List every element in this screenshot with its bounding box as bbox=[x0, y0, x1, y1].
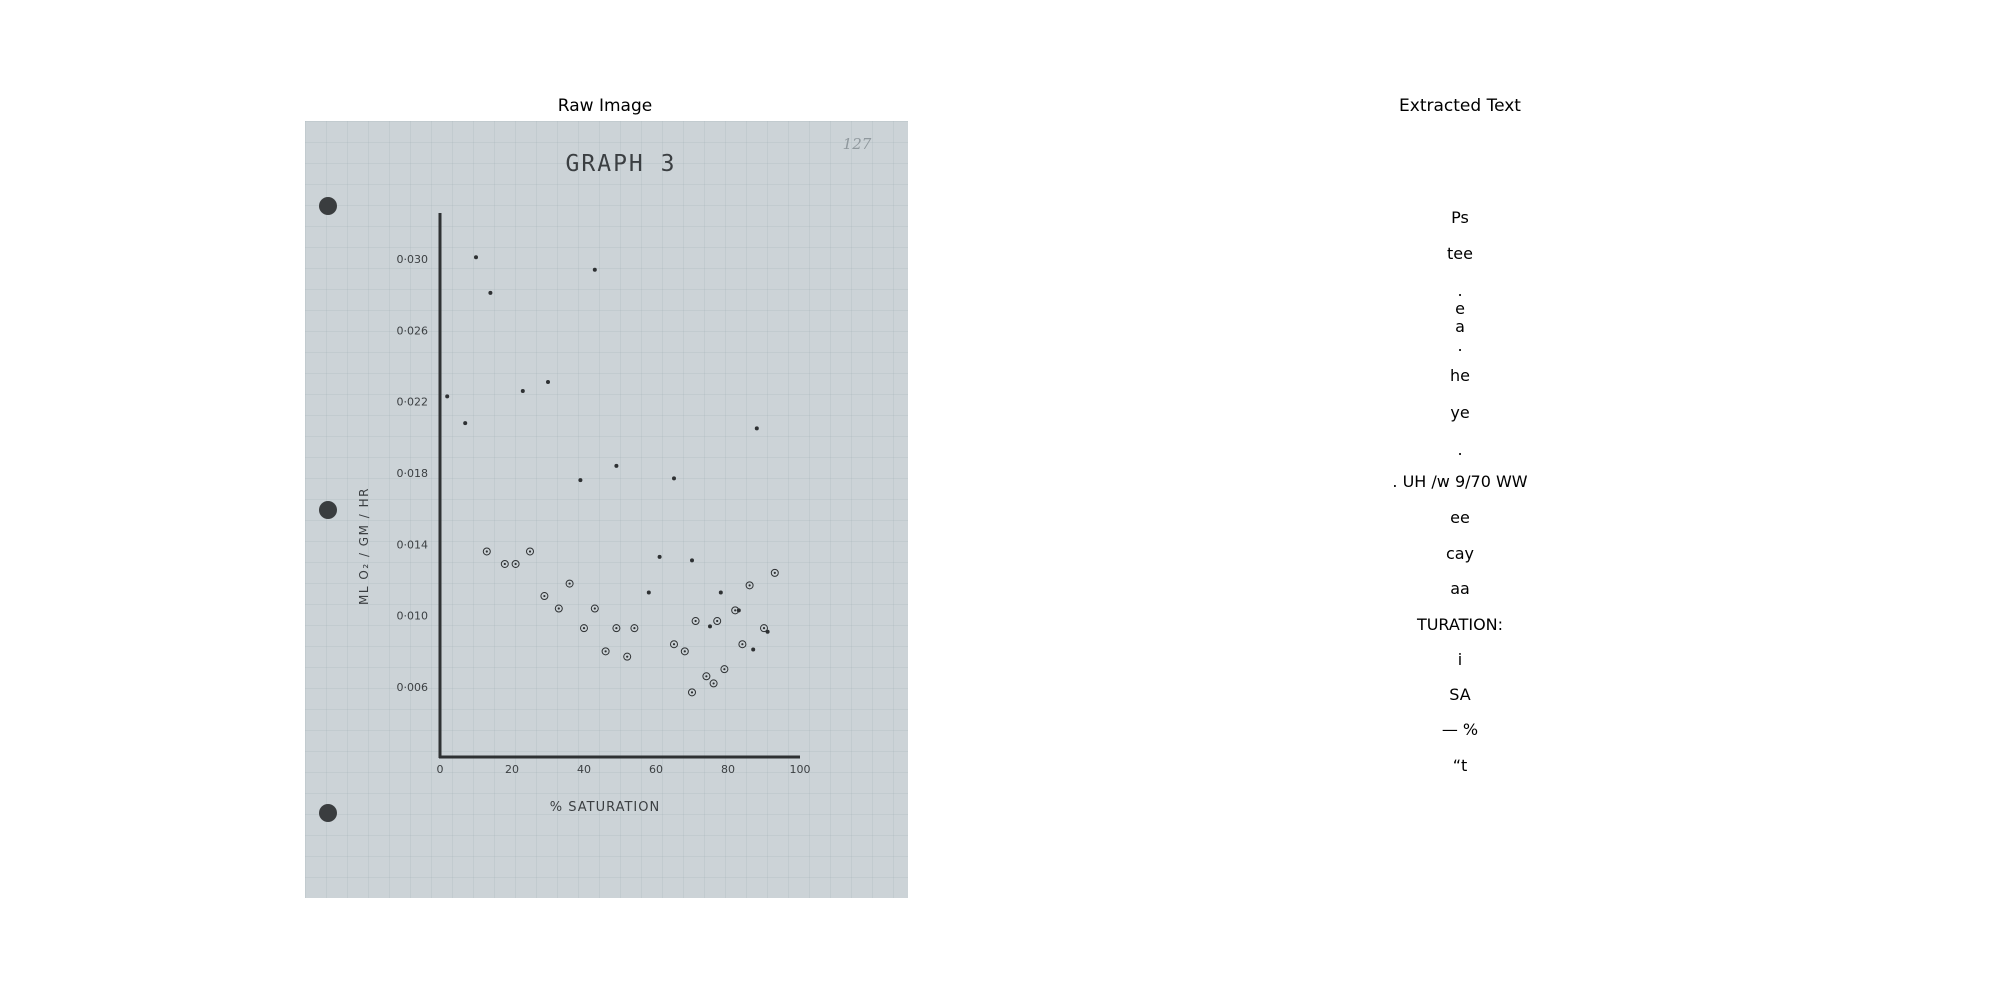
extracted-text-line: tee bbox=[1447, 244, 1473, 263]
data-point-dot bbox=[754, 426, 759, 431]
data-point-circled bbox=[691, 617, 700, 626]
binder-hole bbox=[319, 501, 337, 519]
data-point-circled bbox=[670, 640, 678, 649]
y-axis-label: ML O₂ / GM / HR bbox=[357, 487, 371, 605]
data-point-circled bbox=[540, 592, 549, 601]
extracted-text-line: a bbox=[1455, 317, 1465, 336]
extracted-text-line: . bbox=[1457, 440, 1463, 459]
y-tick-label: 0·018 bbox=[397, 467, 429, 480]
data-point-circled bbox=[565, 579, 574, 588]
binder-hole bbox=[319, 197, 337, 215]
data-point-dot bbox=[751, 647, 756, 652]
extracted-text-line: he bbox=[1450, 366, 1470, 385]
extracted-text-line: — % bbox=[1441, 720, 1479, 739]
extracted-text-panel: Ps tee. e a. he ye.. UH /w 9/70 WW ee cay aa TURA… bbox=[1160, 0, 1760, 1000]
data-point-dot bbox=[546, 380, 550, 385]
raw-image-title: Raw Image bbox=[557, 96, 653, 116]
extracted-text-line: . UH /w 9/70 WW bbox=[1392, 472, 1528, 491]
data-point-circled bbox=[554, 604, 563, 613]
data-point-circled bbox=[713, 617, 722, 626]
data-point-circled bbox=[500, 559, 509, 568]
y-tick-label: 0·022 bbox=[397, 396, 429, 409]
extracted-text-line: Ps bbox=[1451, 208, 1469, 227]
x-tick-label: 80 bbox=[721, 763, 735, 776]
data-point-dot bbox=[520, 388, 525, 393]
data-point-circled bbox=[745, 581, 754, 590]
x-axis-label: % SATURATION bbox=[550, 800, 660, 815]
data-point-circled bbox=[590, 604, 599, 613]
data-point-dot bbox=[672, 476, 676, 481]
corner-note: 127 bbox=[843, 135, 872, 153]
data-point-dot bbox=[463, 421, 468, 426]
x-tick-label: 0 bbox=[437, 763, 444, 776]
extracted-text-line: ee bbox=[1450, 508, 1470, 527]
y-tick-label: 0·030 bbox=[397, 253, 429, 266]
extracted-text-line: cay bbox=[1445, 544, 1475, 563]
data-point-circled bbox=[738, 640, 747, 649]
y-tick-label: 0·014 bbox=[397, 538, 429, 551]
data-point-dot bbox=[657, 554, 662, 559]
graph-title: GRAPH 3 bbox=[566, 151, 677, 177]
data-point-circled bbox=[688, 688, 696, 697]
y-tick-label: 0·026 bbox=[397, 324, 429, 337]
data-point-circled bbox=[612, 624, 621, 633]
raw-image-scan: GRAPH 3 127 0·006 0·010 0·014 0·018 0·022 0·0… bbox=[305, 121, 908, 898]
x-tick-label: 100 bbox=[790, 763, 811, 776]
data-point-dot bbox=[474, 255, 478, 260]
extracted-text-line: e bbox=[1455, 299, 1465, 318]
x-tick-label: 60 bbox=[649, 763, 663, 776]
extracted-text-line: ye bbox=[1450, 403, 1470, 422]
extracted-text-line: SA bbox=[1449, 685, 1471, 704]
data-point-circled bbox=[601, 647, 610, 656]
extracted-text-line: i bbox=[1457, 650, 1463, 669]
data-point-circled bbox=[580, 624, 588, 633]
data-point-circled bbox=[760, 624, 768, 633]
data-point-dot bbox=[578, 478, 583, 483]
extracted-text-line: aa bbox=[1450, 579, 1470, 598]
data-point-circled bbox=[720, 665, 729, 674]
data-point-dot bbox=[690, 558, 694, 563]
data-point-circled bbox=[702, 672, 711, 681]
data-point-circled bbox=[526, 547, 534, 556]
x-tick-label: 20 bbox=[505, 763, 519, 776]
data-point-circled bbox=[770, 568, 779, 577]
data-point-circled bbox=[482, 547, 491, 556]
data-point-dot bbox=[614, 463, 619, 468]
graph-plot: GRAPH 3 127 0·006 0·010 0·014 0·018 0·022 0·0… bbox=[357, 135, 872, 815]
data-point-circled bbox=[511, 559, 520, 568]
data-point-dot bbox=[718, 590, 723, 595]
x-tick-label: 40 bbox=[577, 763, 591, 776]
data-point-circled bbox=[709, 679, 718, 688]
y-tick-label: 0·010 bbox=[397, 610, 429, 623]
data-point-circled bbox=[623, 652, 632, 661]
data-point-circled bbox=[630, 624, 639, 633]
extracted-text-line: “t bbox=[1452, 756, 1468, 775]
data-point-dot bbox=[646, 590, 651, 595]
data-point-dot bbox=[708, 624, 712, 629]
data-point-dot bbox=[488, 290, 493, 295]
binder-hole bbox=[319, 804, 337, 822]
data-point-dot bbox=[445, 394, 450, 399]
extracted-text-title: Extracted Text bbox=[1399, 96, 1521, 116]
y-tick-label: 0·006 bbox=[397, 681, 429, 694]
extracted-text-line: . bbox=[1457, 281, 1463, 300]
data-point-circled bbox=[731, 606, 740, 615]
extracted-text-line: . bbox=[1457, 336, 1463, 355]
data-point-dot bbox=[592, 267, 597, 272]
extracted-text-line: TURATION: bbox=[1416, 615, 1504, 634]
data-point-circled bbox=[680, 647, 689, 656]
